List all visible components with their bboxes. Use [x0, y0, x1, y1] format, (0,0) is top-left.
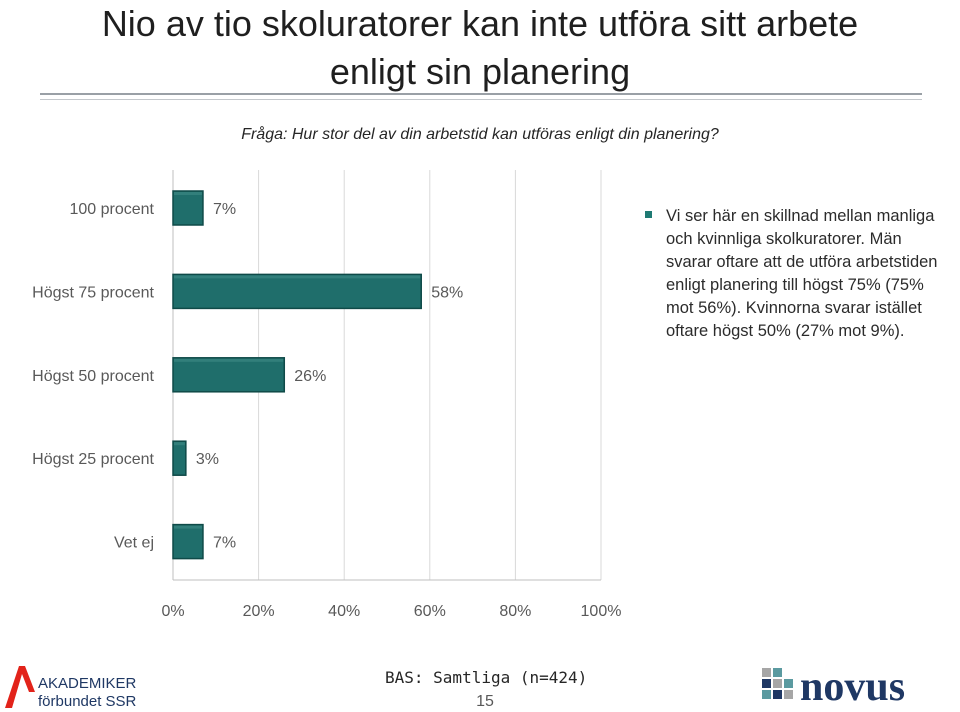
bar — [172, 190, 204, 226]
square-bullet-icon — [645, 211, 652, 218]
title-divider — [40, 93, 922, 95]
bar — [172, 523, 204, 560]
commentary-box: Vi ser här en skillnad mellan manliga oc… — [645, 205, 945, 343]
akademiker-logo-subtext: förbundet SSR — [38, 693, 137, 710]
akademiker-mark-icon — [5, 666, 35, 708]
bar-highlight — [174, 275, 421, 279]
category-label: Vet ej — [114, 535, 154, 552]
slide-title-line-2: enligt sin planering — [329, 51, 631, 92]
data-label: 26% — [294, 368, 326, 385]
base-note: BAS: Samtliga (n=424) — [385, 668, 588, 687]
x-tick-label: 0% — [161, 603, 184, 620]
bar — [172, 357, 286, 393]
x-tick-label: 60% — [414, 603, 446, 620]
title-divider-thin — [40, 99, 922, 100]
x-tick-label: 80% — [499, 603, 531, 620]
bar-highlight — [174, 192, 202, 195]
category-label: Högst 75 procent — [32, 284, 154, 301]
x-tick-label: 40% — [328, 603, 360, 620]
slide-title: Nio av tio skoluratorer kan inte utföra … — [0, 0, 960, 96]
data-label: 7% — [213, 535, 236, 552]
data-label: 3% — [196, 451, 219, 468]
data-label: 7% — [213, 201, 236, 218]
bar — [172, 440, 187, 476]
bar-highlight — [174, 358, 284, 362]
x-tick-label: 100% — [581, 603, 622, 620]
commentary-text: Vi ser här en skillnad mellan manliga oc… — [666, 207, 938, 340]
category-label: Högst 25 procent — [32, 451, 154, 468]
novus-logo: novus — [762, 664, 905, 704]
novus-logo-text: novus — [800, 664, 905, 704]
category-label: Högst 50 procent — [32, 368, 154, 385]
page-number: 15 — [476, 693, 494, 710]
bar — [172, 273, 422, 310]
data-label: 58% — [431, 284, 463, 301]
slide-title-line-1: Nio av tio skoluratorer kan inte utföra … — [101, 3, 859, 44]
bar-chart: 0% 20% 40% 60% 80% 100% 100 procent 7% Högst 75 … — [32, 170, 622, 620]
akademiker-logo-text: AKADEMIKER — [38, 675, 137, 692]
novus-grid-icon — [762, 668, 793, 699]
bar-highlight — [174, 442, 185, 446]
survey-question: Fråga: Hur stor del av din arbetstid kan… — [241, 126, 719, 143]
category-label: 100 procent — [69, 201, 154, 218]
bar-highlight — [174, 525, 202, 529]
x-tick-label: 20% — [243, 603, 275, 620]
akademiker-logo: AKADEMIKER förbundet SSR — [5, 666, 137, 710]
